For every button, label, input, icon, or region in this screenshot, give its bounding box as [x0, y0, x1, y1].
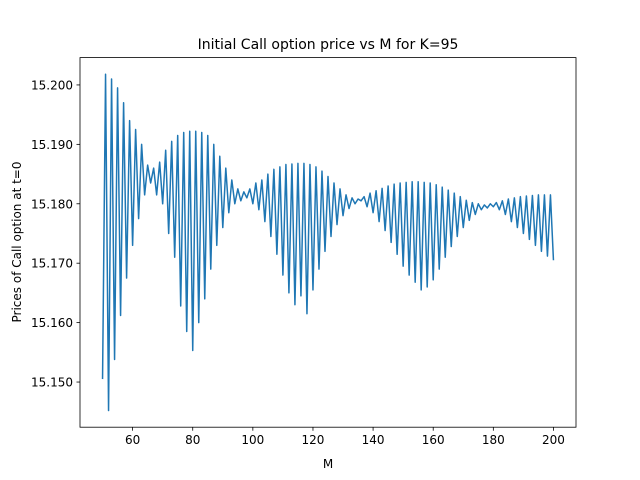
x-tick-label: 60: [125, 433, 140, 447]
x-tick-label: 80: [185, 433, 200, 447]
x-tick-label: 140: [362, 433, 385, 447]
y-tick-label: 15.170: [31, 257, 73, 271]
y-tick-label: 15.180: [31, 197, 73, 211]
x-tick-label: 160: [422, 433, 445, 447]
x-axis-label: M: [323, 457, 333, 471]
y-tick-label: 15.160: [31, 316, 73, 330]
y-tick-label: 15.190: [31, 138, 73, 152]
line-series: [101, 73, 555, 412]
plot-frame: [79, 57, 577, 428]
x-tick-label: 200: [542, 433, 565, 447]
y-tick-label: 15.200: [31, 78, 73, 92]
y-tick-label: 15.150: [31, 376, 73, 390]
y-axis-label: Prices of Call option at t=0: [10, 162, 24, 323]
chart-title: Initial Call option price vs M for K=95: [198, 37, 459, 53]
x-tick-label: 120: [302, 433, 325, 447]
x-tick-label: 180: [482, 433, 505, 447]
x-tick-label: 100: [241, 433, 264, 447]
